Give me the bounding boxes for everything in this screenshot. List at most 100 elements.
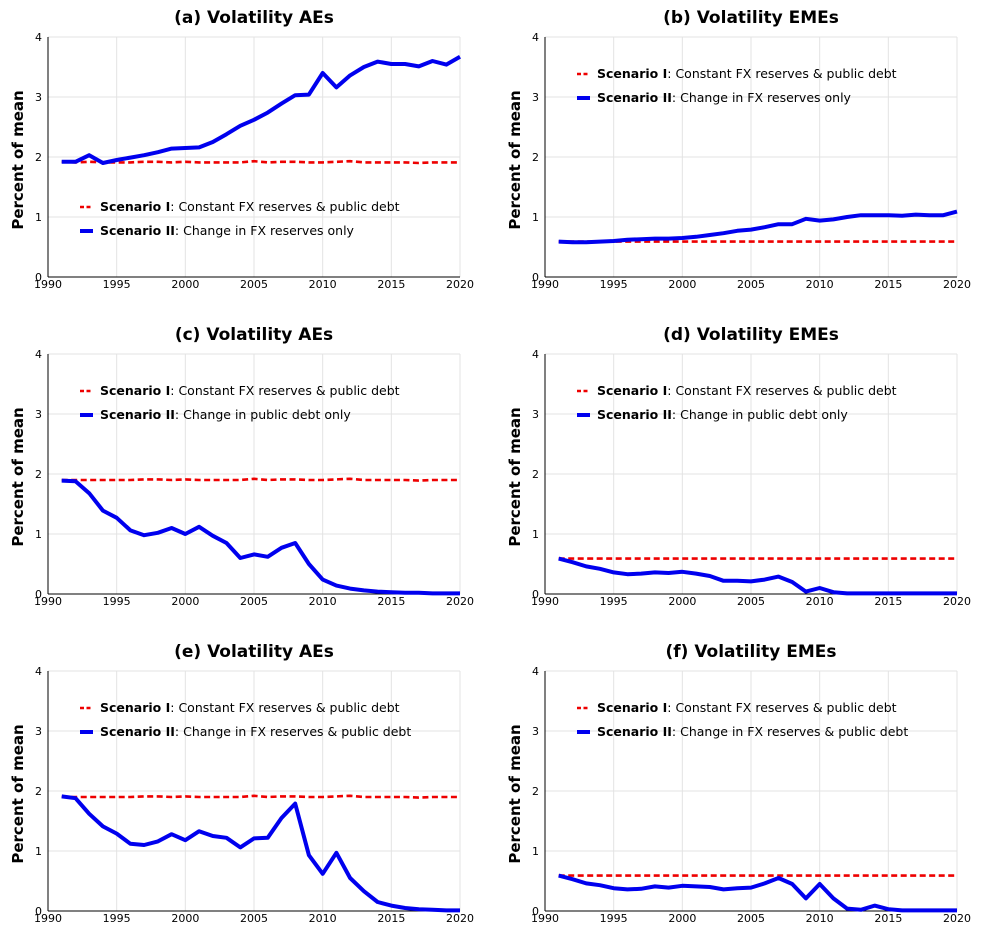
y-axis-label: Percent of mean [506, 407, 524, 546]
series-line-scenario-2 [61, 55, 461, 165]
x-tick-label: 2015 [377, 278, 405, 291]
x-tick-label: 2020 [943, 912, 971, 925]
x-tick-label: 1995 [600, 278, 628, 291]
series-line-scenario-2 [61, 794, 460, 913]
chart-title: (b) Volatility EMEs [663, 8, 839, 28]
series-line-scenario-1 [61, 794, 460, 799]
y-tick-label: 2 [35, 468, 42, 481]
chart-title: (c) Volatility AEs [175, 325, 333, 345]
x-tick-label: 1995 [103, 912, 131, 925]
x-tick-label: 2005 [737, 595, 765, 608]
legend-label: Scenario I: Constant FX reserves & publi… [597, 383, 897, 398]
legend-label: Scenario I: Constant FX reserves & publi… [597, 700, 897, 715]
y-tick-label: 3 [532, 91, 539, 104]
y-axis-label: Percent of mean [506, 724, 524, 863]
series-line-scenario-1 [61, 477, 460, 482]
y-tick-label: 3 [532, 408, 539, 421]
legend-label-description: : Change in FX reserves & public debt [672, 724, 908, 739]
legend-label-description: : Change in FX reserves only [175, 223, 355, 238]
y-tick-label: 1 [35, 211, 42, 224]
x-tick-label: 2005 [240, 278, 268, 291]
x-tick-label: 2015 [874, 595, 902, 608]
legend-label-scenario: Scenario I [100, 383, 170, 398]
y-tick-label: 1 [532, 528, 539, 541]
y-tick-label: 2 [532, 468, 539, 481]
y-tick-label: 0 [35, 271, 42, 284]
legend-label: Scenario II: Change in FX reserves & pub… [100, 724, 411, 739]
legend-label-scenario: Scenario II [100, 724, 175, 739]
x-tick-label: 1990 [34, 912, 62, 925]
chart-title: (a) Volatility AEs [174, 8, 334, 28]
x-tick-label: 1990 [34, 595, 62, 608]
y-tick-label: 3 [532, 725, 539, 738]
x-tick-label: 2005 [737, 278, 765, 291]
y-tick-label: 1 [532, 211, 539, 224]
x-tick-label: 2000 [668, 595, 696, 608]
chart-panel-d: (d) Volatility EMEs 1990 1995 2000 2005 2010 2… [497, 317, 994, 634]
legend-label-description: : Change in FX reserves only [672, 90, 852, 105]
chart-title: (d) Volatility EMEs [663, 325, 839, 345]
legend-label: Scenario II: Change in public debt only [100, 407, 351, 422]
chart-panel-f: (f) Volatility EMEs 1990 1995 2000 2005 2010 2… [497, 634, 994, 951]
y-tick-label: 3 [35, 91, 42, 104]
x-tick-label: 1995 [103, 595, 131, 608]
x-tick-label: 2010 [806, 595, 834, 608]
legend-label-description: : Change in FX reserves & public debt [175, 724, 411, 739]
y-tick-label: 2 [532, 151, 539, 164]
y-tick-label: 3 [35, 725, 42, 738]
legend-label: Scenario I: Constant FX reserves & publi… [597, 66, 897, 81]
y-tick-label: 0 [532, 271, 539, 284]
y-tick-label: 0 [35, 905, 42, 918]
x-tick-label: 2015 [377, 912, 405, 925]
legend-label: Scenario I: Constant FX reserves & publi… [100, 199, 400, 214]
y-tick-label: 4 [532, 348, 539, 361]
x-tick-label: 2020 [943, 278, 971, 291]
x-tick-label: 2010 [309, 912, 337, 925]
chart-svg-d: (d) Volatility EMEs 1990 1995 2000 2005 2010 2… [506, 325, 971, 608]
chart-panel-a: (a) Volatility AEs 1990 1995 2000 2005 2010 20… [0, 0, 497, 317]
x-tick-label: 2015 [377, 595, 405, 608]
x-tick-label: 1995 [600, 595, 628, 608]
y-tick-label: 1 [532, 845, 539, 858]
legend-label-scenario: Scenario II [597, 407, 672, 422]
y-axis-label: Percent of mean [9, 90, 27, 229]
x-tick-label: 2010 [309, 278, 337, 291]
x-tick-label: 1995 [600, 912, 628, 925]
y-axis-label: Percent of mean [506, 90, 524, 229]
legend-label: Scenario II: Change in FX reserves only [100, 223, 355, 238]
y-tick-label: 4 [532, 665, 539, 678]
y-tick-label: 2 [35, 785, 42, 798]
series-line-scenario-2 [61, 478, 460, 596]
x-tick-label: 2000 [171, 912, 199, 925]
legend-label: Scenario I: Constant FX reserves & publi… [100, 383, 400, 398]
legend-label: Scenario II: Change in FX reserves & pub… [597, 724, 908, 739]
legend-label-description: : Constant FX reserves & public debt [667, 66, 896, 81]
chart-panel-c: (c) Volatility AEs 1990 1995 2000 2005 2010 20… [0, 317, 497, 634]
legend-label-scenario: Scenario I [597, 383, 667, 398]
y-tick-label: 0 [532, 905, 539, 918]
series-line-scenario-2 [558, 556, 957, 596]
chart-panel-b: (b) Volatility EMEs 1990 1995 2000 2005 2010 2… [497, 0, 994, 317]
x-tick-label: 2010 [309, 595, 337, 608]
y-tick-label: 3 [35, 408, 42, 421]
legend-label-description: : Constant FX reserves & public debt [667, 383, 896, 398]
legend-label-scenario: Scenario II [100, 407, 175, 422]
x-tick-label: 2010 [806, 278, 834, 291]
x-tick-label: 1990 [531, 912, 559, 925]
series-line-scenario-1 [61, 159, 460, 165]
legend-label-description: : Constant FX reserves & public debt [170, 700, 399, 715]
chart-title: (e) Volatility AEs [174, 642, 334, 662]
y-tick-label: 0 [35, 588, 42, 601]
x-tick-label: 2020 [446, 278, 474, 291]
x-tick-label: 2005 [240, 595, 268, 608]
x-tick-label: 1990 [531, 278, 559, 291]
y-axis-label: Percent of mean [9, 407, 27, 546]
legend-label-description: : Constant FX reserves & public debt [667, 700, 896, 715]
legend-label-description: : Constant FX reserves & public debt [170, 199, 399, 214]
y-tick-label: 4 [35, 31, 42, 44]
chart-svg-f: (f) Volatility EMEs 1990 1995 2000 2005 2010 2… [506, 642, 971, 925]
x-tick-label: 2020 [446, 595, 474, 608]
y-tick-label: 1 [35, 528, 42, 541]
legend-label-scenario: Scenario I [597, 66, 667, 81]
